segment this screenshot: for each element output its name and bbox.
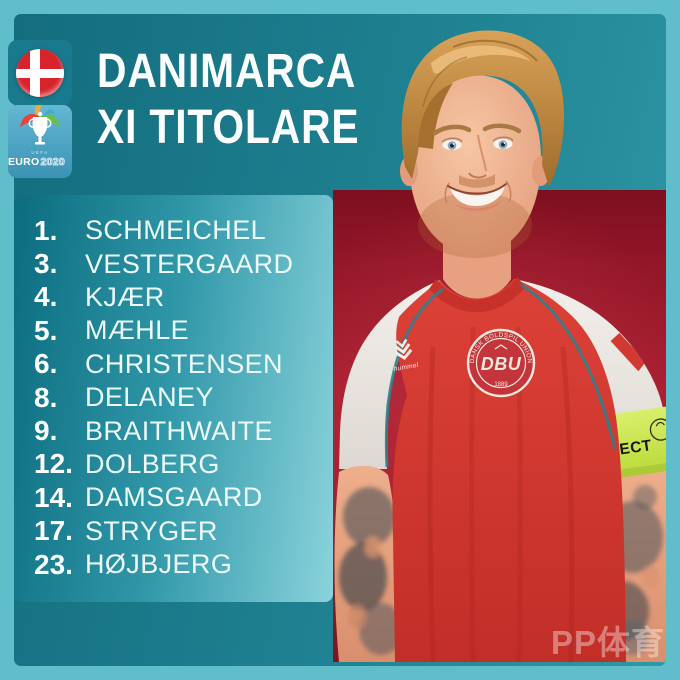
player-name: KJÆR — [85, 281, 165, 312]
player-number: 17. — [34, 515, 73, 547]
player-name: MÆHLE — [85, 315, 190, 346]
lineup-row: 17. STRYGER — [14, 515, 333, 548]
euro-year-text: 2020 — [41, 156, 66, 168]
player-number: 5. — [34, 314, 58, 346]
player-number: 3. — [34, 248, 58, 280]
title-line-2: XI TITOLARE — [97, 101, 360, 154]
lineup-row: 23. HØJBJERG — [14, 548, 333, 581]
lineup-row: 14. DAMSGAARD — [14, 481, 333, 514]
player-number: 4. — [34, 281, 58, 313]
player-number: 12. — [34, 448, 73, 480]
player-number: 23. — [34, 548, 73, 580]
player-name: HØJBJERG — [85, 549, 233, 580]
lineup-row: 3. VESTERGAARD — [14, 247, 333, 280]
lineup-row: 4. KJÆR — [14, 281, 333, 314]
player-name: DAMSGAARD — [85, 482, 263, 513]
player-name: DOLBERG — [85, 448, 220, 479]
title-line-1: DANIMARCA — [97, 45, 357, 98]
lineup-row: 12. DOLBERG — [14, 448, 333, 481]
crest-center-text: DBU — [481, 354, 522, 374]
player-head — [400, 30, 565, 258]
player-number: 14. — [34, 481, 73, 513]
flag-cross-horizontal — [16, 68, 64, 78]
player-eyes — [441, 136, 514, 150]
lineup-row: 9. BRAITHWAITE — [14, 414, 333, 447]
lineup-row: 8. DELANEY — [14, 381, 333, 414]
player-number: 6. — [34, 348, 58, 380]
player-name: VESTERGAARD — [85, 248, 294, 279]
lineup-row: 5. MÆHLE — [14, 314, 333, 347]
hummel-logo-icon: hummel — [393, 338, 419, 373]
euro2020-logo-icon: UEFA EURO 2020 — [8, 104, 66, 168]
lineup-panel: 1. SCHMEICHEL 3. VESTERGAARD 4. KJÆR 5. MÆHL… — [14, 195, 333, 602]
euro2020-badge: UEFA EURO 2020 — [8, 104, 72, 178]
crest-year-text: 1889 — [494, 382, 508, 388]
player-number: 9. — [34, 415, 58, 447]
player-name: SCHMEICHEL — [85, 215, 267, 246]
denmark-flag-icon — [16, 49, 64, 97]
player-illustration: RESPECT — [334, 30, 666, 662]
denmark-flag-badge — [8, 40, 72, 105]
euro-text: EURO — [8, 156, 40, 168]
hummel-text: hummel — [393, 362, 419, 373]
player-number: 8. — [34, 381, 58, 413]
lineup-row: 1. SCHMEICHEL — [14, 214, 333, 247]
player-name: STRYGER — [85, 515, 218, 546]
respect-logo-icon — [649, 418, 666, 441]
player-number: 1. — [34, 214, 58, 246]
player-name: DELANEY — [85, 382, 214, 413]
lineup-row: 6. CHRISTENSEN — [14, 348, 333, 381]
dbu-crest-icon: DANSK BOLDSPIL UNION DBU 1889 — [466, 328, 536, 398]
background: 1. SCHMEICHEL 3. VESTERGAARD 4. KJÆR 5. MÆHL… — [14, 14, 666, 666]
uefa-text: UEFA — [31, 150, 48, 155]
page-title: DANIMARCA XI TITOLARE — [97, 44, 359, 156]
pp-sports-watermark: PP体育 — [551, 624, 666, 661]
player-photo: RESPECT — [333, 30, 666, 662]
tattooed-arm-left — [334, 465, 407, 662]
player-name: CHRISTENSEN — [85, 348, 283, 379]
player-name: BRAITHWAITE — [85, 415, 273, 446]
